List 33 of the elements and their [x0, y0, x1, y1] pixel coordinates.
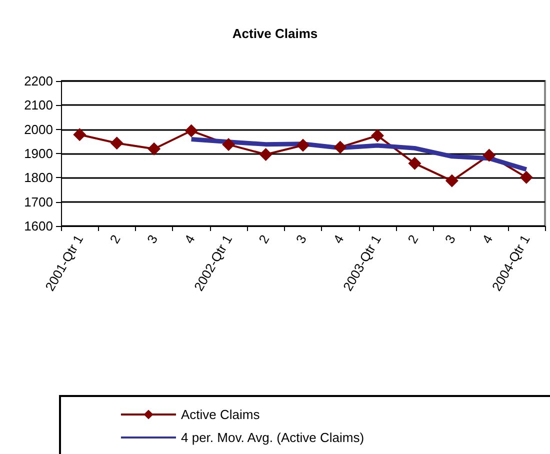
x-tick-label: 2 [106, 232, 124, 246]
chart-title: Active Claims [232, 26, 318, 41]
x-tick-label: 3 [144, 232, 161, 246]
legend-label: 4 per. Mov. Avg. (Active Claims) [181, 430, 364, 445]
x-tick-label: 2 [404, 232, 422, 246]
point [184, 124, 198, 138]
point [408, 156, 422, 170]
point [482, 148, 496, 162]
y-tick-label: 1600 [24, 218, 53, 234]
y-tick-label: 2000 [24, 122, 53, 137]
x-tick-label: 2 [256, 232, 272, 246]
legend-label: Active Claims [181, 407, 260, 422]
x-tick-label: 3 [292, 232, 310, 246]
line-series [189, 136, 529, 172]
point [110, 136, 124, 150]
point [148, 142, 161, 156]
y-tick-label: 1700 [24, 194, 53, 210]
point [334, 140, 347, 154]
y-tick-label: 2100 [24, 98, 53, 113]
x-tick-label: 3 [442, 232, 458, 246]
point [259, 148, 272, 161]
y-tick-label: 2200 [24, 74, 53, 88]
x-tick-label: 4 [330, 232, 347, 246]
point [296, 138, 310, 152]
point [222, 138, 236, 152]
x-tick-label: 4 [479, 232, 496, 246]
point [370, 129, 384, 142]
y-tick-label: 1800 [24, 170, 53, 186]
y-tick-label: 1900 [24, 146, 53, 161]
point [73, 128, 86, 142]
x-tick-label: 4 [181, 232, 198, 246]
point [445, 174, 458, 188]
point [520, 170, 533, 184]
